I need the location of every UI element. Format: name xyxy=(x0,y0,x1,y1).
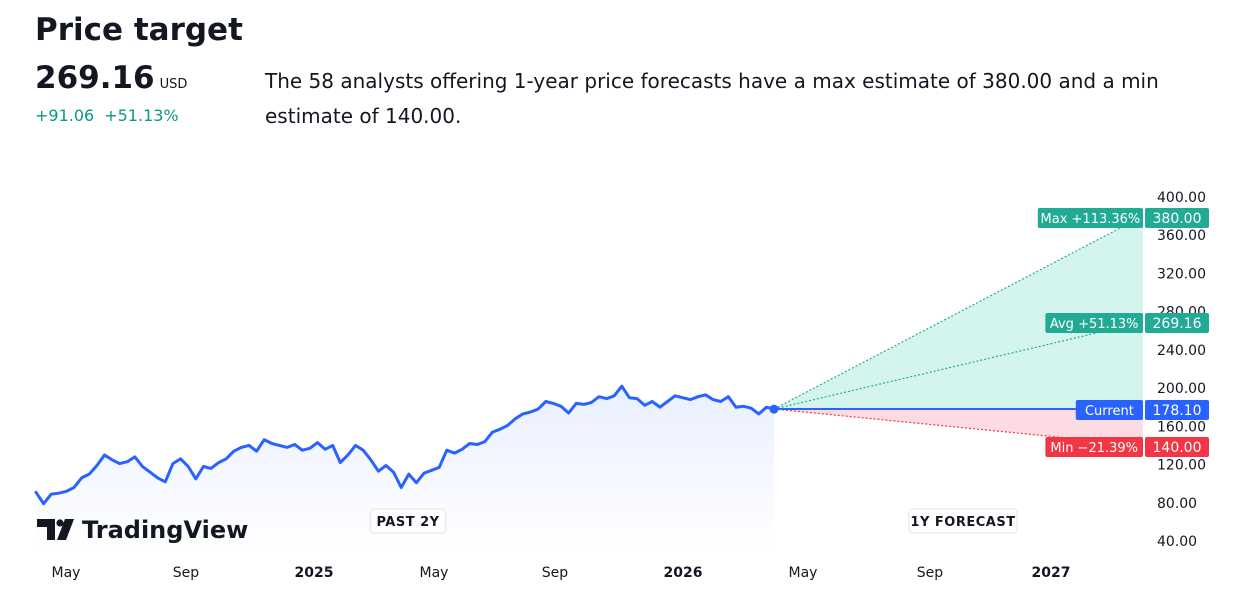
forecast-avg-line xyxy=(773,321,1144,410)
current-price-badge-label: Current xyxy=(1085,404,1134,419)
price-change-absolute: +91.06 xyxy=(35,106,95,125)
tradingview-logo: TradingView xyxy=(37,516,248,544)
x-tick-label: May xyxy=(789,565,818,581)
x-tick-label: 2026 xyxy=(664,565,703,581)
min-estimate-badge-label-box xyxy=(1045,437,1143,457)
tradingview-logo-mark xyxy=(57,519,74,540)
price-change: +91.06 +51.13% xyxy=(35,106,179,125)
y-tick-label: 80.00 xyxy=(1157,496,1197,512)
x-tick-label: Sep xyxy=(917,565,944,581)
tradingview-logo-mark xyxy=(56,519,64,527)
history-area xyxy=(36,386,774,550)
y-tick-label: 160.00 xyxy=(1157,419,1206,435)
current-price-badge-value: 178.10 xyxy=(1153,403,1202,419)
x-tick-label: 2025 xyxy=(295,565,334,581)
max-estimate-badge-value-box xyxy=(1145,208,1209,228)
page-title: Price target xyxy=(35,12,243,48)
tradingview-logo-text: TradingView xyxy=(82,516,248,544)
tradingview-logo-mark xyxy=(37,519,55,540)
avg-estimate-badge-value-box xyxy=(1145,313,1209,333)
max-estimate-badge-label: Max +113.36% xyxy=(1041,212,1141,227)
y-tick-label: 40.00 xyxy=(1157,534,1197,550)
min-estimate-badge-label: Min −21.39% xyxy=(1050,441,1138,456)
avg-estimate-badge-label-box xyxy=(1045,313,1143,333)
current-price-badge-value-box xyxy=(1145,400,1209,420)
x-tick-label: Sep xyxy=(542,565,569,581)
y-tick-label: 200.00 xyxy=(1157,381,1206,397)
price-change-percent: +51.13% xyxy=(104,106,179,125)
x-tick-label: May xyxy=(420,565,449,581)
forecast-max-line xyxy=(773,215,1144,410)
x-tick-label: May xyxy=(52,565,81,581)
min-estimate-badge-value-box xyxy=(1145,437,1209,457)
min-estimate-badge-value: 140.00 xyxy=(1153,440,1202,456)
avg-estimate-badge-value: 269.16 xyxy=(1153,316,1202,332)
past-period-label-text: PAST 2Y xyxy=(376,515,439,530)
avg-estimate-badge: 269.16 Avg +51.13% xyxy=(1045,313,1209,333)
current-price-dot xyxy=(769,404,779,414)
past-period-label-box xyxy=(369,508,447,534)
price-target-value: 269.16 xyxy=(35,60,155,96)
min-estimate-badge: 140.00 Min −21.39% xyxy=(1045,437,1209,457)
y-tick-label: 240.00 xyxy=(1157,343,1206,359)
max-estimate-badge: 380.00 Max +113.36% xyxy=(1037,208,1209,228)
current-price-badge-label-box xyxy=(1075,400,1143,420)
current-price-badge: 178.10 Current xyxy=(1075,400,1209,420)
forecast-period-label: 1Y FORECAST xyxy=(908,508,1018,534)
past-period-label: PAST 2Y xyxy=(369,508,447,534)
y-tick-label: 320.00 xyxy=(1157,266,1206,282)
price-target-summary: 269.16 USD xyxy=(35,60,187,96)
max-estimate-badge-label-box xyxy=(1037,208,1143,228)
y-tick-label: 400.00 xyxy=(1157,190,1206,206)
x-tick-label: Sep xyxy=(173,565,200,581)
x-tick-label: 2027 xyxy=(1032,565,1071,581)
y-tick-label: 120.00 xyxy=(1157,458,1206,474)
forecast-description: The 58 analysts offering 1-year price fo… xyxy=(265,69,1159,128)
avg-estimate-badge-label: Avg +51.13% xyxy=(1050,317,1139,332)
price-history-line xyxy=(34,384,776,506)
y-tick-label: 360.00 xyxy=(1157,228,1206,244)
forecast-period-label-text: 1Y FORECAST xyxy=(910,515,1015,530)
max-estimate-badge-value: 380.00 xyxy=(1153,211,1202,227)
currency-label: USD xyxy=(159,77,188,92)
forecast-period-label-box xyxy=(908,508,1018,534)
forecast-downside-area xyxy=(774,409,1143,446)
